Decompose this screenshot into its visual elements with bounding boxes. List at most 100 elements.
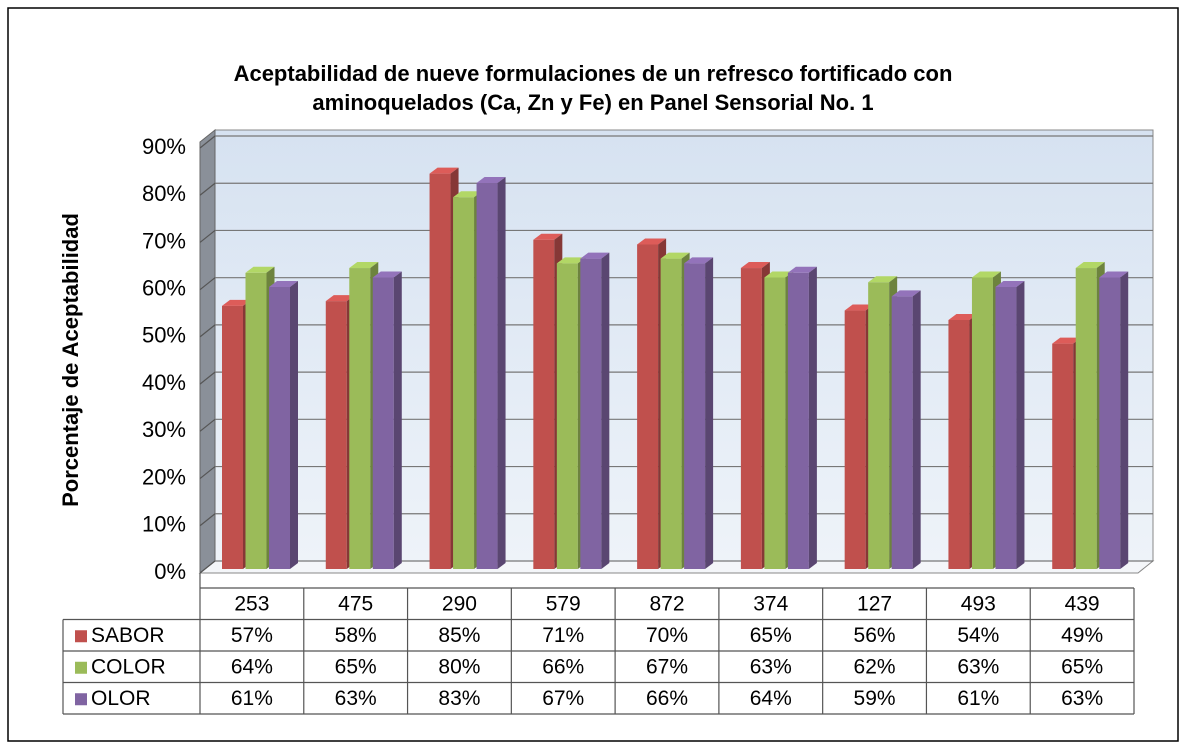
table-value: 61% <box>231 687 273 710</box>
bar-top <box>580 252 610 259</box>
bar-top <box>787 266 817 273</box>
table-value: 67% <box>542 687 584 710</box>
bar-side <box>808 266 817 569</box>
y-tick-label: 30% <box>142 417 186 442</box>
x-tick-label: 374 <box>753 592 788 615</box>
bar-front <box>995 286 1017 569</box>
legend-swatch <box>75 693 87 706</box>
grid-line-side <box>199 560 216 574</box>
bar-front <box>429 173 451 569</box>
legend-label: SABOR <box>91 624 165 647</box>
x-tick-label: 493 <box>961 592 996 615</box>
bar <box>891 290 921 569</box>
bar-front <box>1052 343 1074 569</box>
table-value: 54% <box>957 624 999 647</box>
table-value: 70% <box>646 624 688 647</box>
table-value: 65% <box>750 624 792 647</box>
grid-line-side <box>199 513 216 527</box>
bar-front <box>325 301 347 569</box>
bar-front <box>1099 277 1121 569</box>
bar-front <box>660 258 682 569</box>
bar-front <box>764 277 786 569</box>
bar-front <box>476 183 498 570</box>
bar-top <box>637 238 667 245</box>
bar-top <box>995 280 1025 287</box>
table-value: 64% <box>231 655 273 678</box>
table-value: 85% <box>438 624 480 647</box>
bar-top <box>764 271 794 278</box>
bar-front <box>971 277 993 569</box>
grid-line-side <box>199 277 216 291</box>
legend-label: OLOR <box>91 687 151 710</box>
y-tick-label: 70% <box>142 228 186 253</box>
bar-side <box>393 271 402 569</box>
bar-top <box>660 252 690 259</box>
grid-line-side <box>199 229 216 243</box>
grid-line-side <box>199 324 216 338</box>
bar-side <box>290 280 298 569</box>
bar-front <box>637 244 659 569</box>
y-tick-label: 10% <box>142 512 186 537</box>
legend-label: COLOR <box>91 655 166 678</box>
y-tick-label: 50% <box>142 323 186 348</box>
bar-top <box>1075 262 1105 269</box>
bar <box>995 280 1025 569</box>
bar-front <box>372 277 394 569</box>
bar <box>684 257 714 569</box>
bar-side <box>912 290 921 569</box>
bar-front <box>684 263 706 569</box>
bar-top <box>222 299 251 306</box>
bar-top <box>533 233 563 240</box>
bar-side <box>705 257 714 569</box>
bar-top <box>684 257 714 264</box>
table-value: 65% <box>335 655 377 678</box>
bar-front <box>580 258 602 569</box>
grid-line-side <box>199 135 216 149</box>
x-tick-label: 475 <box>338 592 373 615</box>
bar-front <box>533 239 555 569</box>
table-value: 67% <box>646 655 688 678</box>
bar-side <box>1120 271 1129 569</box>
bar-top <box>1052 337 1082 344</box>
table-value: 63% <box>1061 687 1103 710</box>
x-tick-label: 579 <box>546 592 581 615</box>
x-tick-label: 290 <box>442 592 477 615</box>
bar-top <box>740 262 770 269</box>
grid-line-side <box>199 466 216 480</box>
bar-top <box>453 191 483 198</box>
y-tick-label: 60% <box>142 275 186 300</box>
table-value: 64% <box>750 687 792 710</box>
bar-front <box>1075 268 1097 569</box>
table-value: 62% <box>854 655 896 678</box>
table-value: 71% <box>542 624 584 647</box>
bar-front <box>787 272 809 569</box>
bar-top <box>844 304 874 311</box>
bar-front <box>868 282 890 569</box>
bar-top <box>891 290 921 297</box>
bar-front <box>245 272 267 569</box>
bar-top <box>372 271 402 278</box>
bar-front <box>740 268 762 569</box>
bar-front <box>222 305 243 569</box>
bar-top <box>476 177 506 184</box>
chart-title: Aceptabilidad de nueve formulaciones de … <box>234 61 953 86</box>
bar-top <box>429 167 459 174</box>
y-tick-label: 80% <box>142 181 186 206</box>
table-value: 57% <box>231 624 273 647</box>
bar-side <box>601 252 610 569</box>
y-tick-label: 0% <box>154 559 186 584</box>
grid-line-side <box>199 418 216 432</box>
table-value: 56% <box>854 624 896 647</box>
bar-front <box>891 296 913 569</box>
grid-line-side <box>199 182 216 196</box>
bar <box>476 177 506 570</box>
y-tick-label: 20% <box>142 464 186 489</box>
legend-swatch <box>75 661 87 674</box>
bar <box>372 271 402 569</box>
y-tick-label: 90% <box>142 134 186 159</box>
chart-title: aminoquelados (Ca, Zn y Fe) en Panel Sen… <box>312 90 873 115</box>
bar-top <box>269 280 298 287</box>
table-value: 61% <box>957 687 999 710</box>
bar-front <box>349 268 371 569</box>
